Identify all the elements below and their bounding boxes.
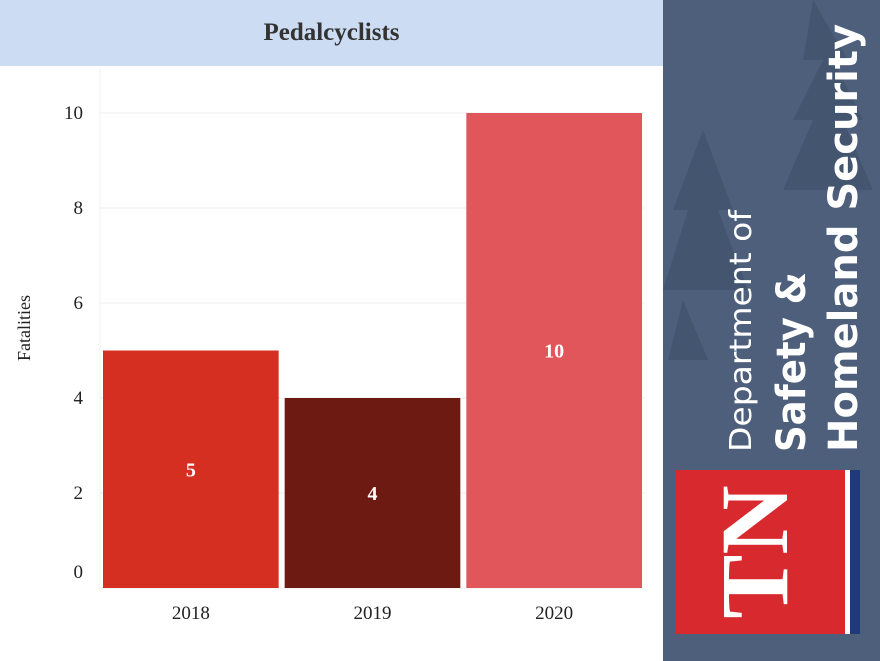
- bar-data-label: 4: [368, 483, 378, 505]
- agency-name-line3: Homeland Security: [821, 24, 867, 452]
- y-tick-label: 6: [74, 293, 84, 314]
- y-tick-label: 10: [64, 103, 83, 124]
- x-tick-label: 2018: [172, 603, 210, 624]
- bar-data-label: 5: [186, 459, 196, 481]
- agency-name-line2: Safety &: [769, 272, 815, 452]
- y-tick-label: 0: [74, 562, 84, 583]
- y-tick-label: 8: [74, 198, 84, 219]
- chart-title-bar: Pedalcyclists: [0, 0, 663, 66]
- y-tick-labels: 0 2 4 6 8 10: [64, 103, 84, 583]
- x-tick-label: 2020: [535, 603, 573, 624]
- chart-panel: Pedalcyclists 0 2 4 6 8 10 2018 2019 2020 5 4 10 …: [0, 0, 663, 624]
- bar-data-label: 10: [544, 341, 564, 363]
- tn-logo: TN: [675, 470, 860, 634]
- x-tick-label: 2019: [354, 603, 392, 624]
- bar-data-labels: 5 4 10: [186, 341, 564, 506]
- bars: [103, 113, 642, 588]
- y-tick-label: 2: [74, 483, 84, 504]
- x-tick-labels: 2018 2019 2020: [172, 603, 573, 624]
- bar-2019[interactable]: [284, 398, 461, 588]
- tn-logo-text: TN: [701, 485, 808, 618]
- chart-title: Pedalcyclists: [263, 19, 400, 46]
- bar-chart: 0 2 4 6 8 10 2018 2019 2020 5 4 10 Fatalities: [14, 68, 645, 624]
- agency-branding-panel: Department of Safety & Homeland Security…: [663, 0, 880, 661]
- y-tick-label: 4: [74, 388, 84, 409]
- agency-name-line1: Department of: [724, 208, 759, 452]
- y-axis-label: Fatalities: [14, 295, 34, 361]
- bar-2020[interactable]: [466, 113, 642, 588]
- bar-2018[interactable]: [103, 350, 279, 589]
- agency-name: Department of Safety & Homeland Security: [724, 24, 867, 452]
- tree-silhouette-background: [663, 0, 873, 360]
